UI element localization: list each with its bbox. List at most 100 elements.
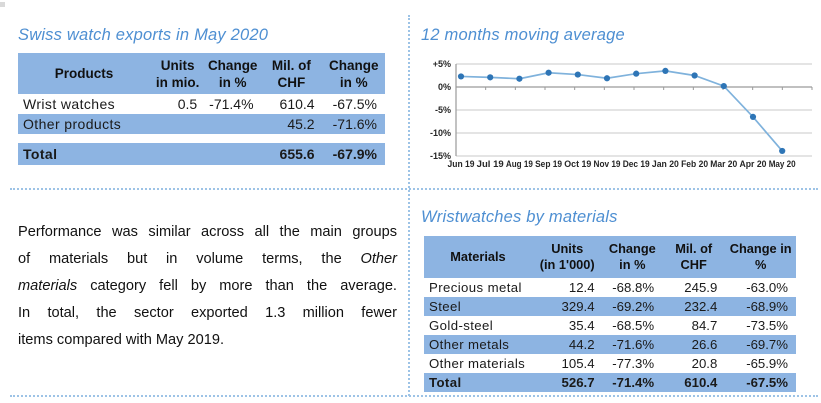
cell-value: -77.3%: [612, 356, 655, 371]
x-axis-label: Jan 20: [652, 159, 679, 169]
x-axis-label: Mar 20: [710, 159, 737, 169]
column-header: Products: [18, 53, 151, 94]
y-axis-label: -10%: [430, 128, 451, 138]
column-header: Change in%: [725, 236, 796, 278]
chart-point: [603, 75, 611, 82]
row-label: Total: [424, 373, 532, 392]
table-row: Total 655.6 -67.9%: [18, 143, 385, 165]
x-axis-label: Oct 19: [564, 159, 591, 169]
y-axis-label: 0%: [438, 82, 451, 92]
x-axis-label: Aug 19: [506, 159, 533, 169]
cell-value: 526.7: [531, 373, 603, 392]
table-row: Steel 329.4 -69.2% 232.4 -68.9%: [424, 297, 796, 316]
cell-value: 232.4: [662, 297, 726, 316]
row-label: Other metals: [424, 335, 532, 354]
y-axis-label: -5%: [435, 105, 451, 115]
x-axis-label: Dec 19: [623, 159, 650, 169]
chart-point: [545, 69, 552, 76]
chart-point: [691, 72, 698, 79]
cell-value: 329.4: [531, 297, 603, 316]
cell-value: [205, 143, 261, 165]
column-header: Mil. of CHF: [260, 53, 323, 94]
cell-value: -73.5%: [746, 318, 788, 333]
cell-value: -68.9%: [725, 297, 796, 316]
vertical-divider: [408, 15, 410, 396]
y-axis-label: -15%: [430, 151, 451, 161]
table-row: Other products 45.2 -71.6%: [18, 114, 385, 134]
cell-value: -71.6%: [602, 335, 663, 354]
column-header: Change in %: [602, 236, 663, 278]
cell-value: 12.4: [568, 280, 595, 295]
cell-value: -67.5%: [332, 96, 377, 112]
x-axis-label: Jul 19: [477, 159, 504, 169]
column-header: Change in %: [205, 53, 261, 94]
panel-title-exports: Swiss watch exports in May 2020: [18, 26, 269, 44]
column-header: Change in %: [322, 53, 385, 94]
table-row: Total 526.7 -71.4% 610.4 -67.5%: [424, 373, 796, 392]
paragraph-line: of materials but in volume terms, the Ot…: [18, 251, 397, 267]
header-row: Products Units in mio. Change in % Mil. of CHF…: [18, 53, 385, 94]
column-header: Mil. of CHF: [662, 236, 726, 278]
paragraph-line: materials category fell by more than the…: [18, 278, 397, 294]
paragraph-line: In total, the sector exported 1.3 millio…: [18, 305, 397, 321]
row-label: Other products: [18, 114, 151, 134]
paragraph-line: Performance was similar across all the m…: [18, 224, 397, 240]
cell-value: -68.8%: [612, 280, 655, 295]
exports-table-body: Wrist watches 0.5 -71.4% 610.4 -67.5% Other p…: [18, 94, 385, 165]
moving-average-plot: +5% 0% -5% -10% -15%Jun 19 Jul 19 Aug 19 Sep 19…: [430, 59, 813, 169]
row-label: Steel: [424, 297, 532, 316]
materials-table-head: Materials Units (in 1'000) Change in % Mil. o…: [424, 236, 796, 278]
page-edge-artifact: [0, 2, 5, 7]
chart-point: [749, 113, 757, 120]
cell-value: 44.2: [531, 335, 603, 354]
cell-value: -65.9%: [746, 356, 788, 371]
x-axis-label: Nov 19: [594, 159, 621, 169]
table-row: Gold-steel 35.4 -68.5% 84.7 -73.5%: [424, 316, 796, 335]
cell-value: 84.7: [691, 318, 718, 333]
paragraph-line: items compared with May 2019.: [18, 332, 225, 348]
cell-value: -68.5%: [612, 318, 655, 333]
table-row: Precious metal 12.4 -68.8% 245.9 -63.0%: [424, 278, 796, 297]
chart-point: [574, 71, 581, 78]
x-axis-label: Sep 19: [535, 159, 562, 169]
exports-table-head: Products Units in mio. Change in % Mil. of CHF…: [18, 53, 385, 94]
table-row: Other metals 44.2 -71.6% 26.6 -69.7%: [424, 335, 796, 354]
row-label: Other materials: [429, 356, 526, 371]
table-row: Wrist watches 0.5 -71.4% 610.4 -67.5%: [18, 94, 385, 114]
x-axis-label: Apr 20: [740, 159, 767, 169]
materials-table: Materials Units (in 1'000) Change in % Mil. o…: [424, 236, 796, 392]
spacer-cell: [18, 134, 385, 143]
bottom-divider: [10, 395, 818, 397]
cell-value: 0.5: [177, 96, 198, 112]
chart-point: [720, 82, 727, 90]
horizontal-divider: [10, 188, 818, 190]
cell-value: -69.2%: [602, 297, 663, 316]
chart-point: [516, 75, 523, 82]
column-header: Units in mio.: [150, 53, 206, 94]
table-row: Other materials 105.4 -77.3% 20.8 -65.9%: [424, 354, 796, 373]
x-axis-label: Jun 19: [448, 159, 475, 169]
row-label: Gold-steel: [429, 318, 494, 333]
moving-average-chart: +5% 0% -5% -10% -15% Jun 19 Jul 19 Aug 19 Sep 19…: [420, 55, 818, 181]
cell-value: -71.6%: [322, 114, 385, 134]
exports-table: Products Units in mio. Change in % Mil. of CHF…: [18, 53, 385, 165]
x-axis-label: May 20: [769, 159, 796, 169]
chart-point: [457, 73, 465, 80]
cell-value: 655.6: [260, 143, 323, 165]
chart-point: [487, 74, 494, 81]
cell-value: 245.9: [684, 280, 718, 295]
cell-value: 26.6: [662, 335, 726, 354]
y-axis-label: +5%: [433, 59, 451, 69]
cell-value: -71.4%: [209, 96, 254, 112]
cell-value: 105.4: [561, 356, 595, 371]
column-header: Units (in 1'000): [531, 236, 603, 278]
chart-line: [460, 70, 783, 152]
row-label: Precious metal: [429, 280, 522, 295]
cell-value: -63.0%: [746, 280, 788, 295]
column-header: Materials: [424, 236, 532, 278]
cell-value: [150, 143, 206, 165]
cell-value: 20.8: [691, 356, 718, 371]
cell-value: 610.4: [279, 96, 315, 112]
row-label: Wrist watches: [23, 96, 116, 112]
